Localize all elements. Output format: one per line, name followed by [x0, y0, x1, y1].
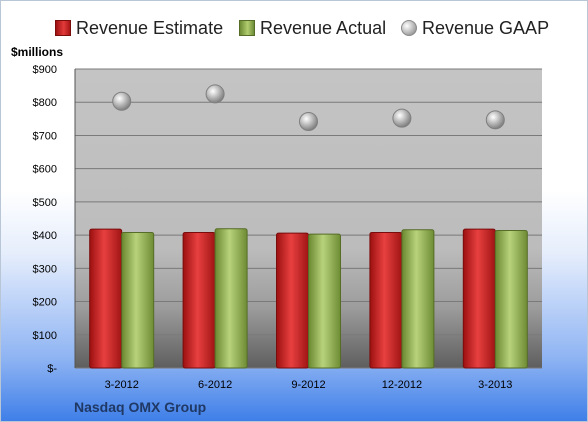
bar-revenue-actual — [494, 229, 528, 369]
bar-revenue-estimate — [182, 231, 216, 369]
y-tick-label: $- — [47, 363, 57, 375]
y-tick-label: $200 — [33, 297, 57, 309]
bar-revenue-actual — [401, 229, 435, 369]
y-tick-label: $800 — [33, 97, 57, 109]
bar-revenue-actual — [308, 233, 341, 369]
y-tick-label: $100 — [33, 330, 57, 342]
y-tick-label: $300 — [33, 263, 57, 275]
x-tick-label: 6-2012 — [198, 379, 232, 391]
legend-item-estimate: Revenue Estimate — [55, 15, 223, 41]
bar-revenue-actual — [121, 231, 155, 369]
bar-revenue-estimate — [276, 232, 309, 369]
legend-swatch-actual — [239, 20, 255, 36]
legend-item-gaap: Revenue GAAP — [401, 15, 549, 41]
bar-revenue-estimate — [89, 228, 123, 369]
y-axis-unit-label: $millions — [11, 45, 64, 59]
x-tick-label: 9-2012 — [291, 379, 325, 391]
legend-swatch-estimate — [55, 20, 71, 36]
y-tick-label: $400 — [33, 230, 57, 242]
legend-label-estimate: Revenue Estimate — [76, 17, 224, 38]
company-name: Nasdaq OMX Group — [74, 399, 207, 415]
point-revenue-gaap — [485, 110, 505, 130]
y-tick-label: $500 — [33, 197, 57, 209]
y-tick-label: $600 — [33, 164, 57, 176]
legend-label-actual: Revenue Actual — [260, 17, 387, 38]
x-tick-label: 3-2012 — [105, 379, 139, 391]
point-revenue-gaap — [205, 84, 225, 104]
point-revenue-gaap — [112, 91, 132, 111]
legend-label-gaap: Revenue GAAP — [422, 17, 550, 38]
bar-revenue-estimate — [369, 231, 403, 369]
chart-legend: Revenue Estimate Revenue Actual Revenue … — [1, 15, 587, 41]
point-revenue-gaap — [392, 108, 412, 128]
x-tick-label: 3-2013 — [478, 379, 512, 391]
y-tick-label: $900 — [33, 64, 57, 76]
bar-revenue-estimate — [462, 228, 496, 369]
y-tick-label: $700 — [33, 130, 57, 142]
x-tick-label: 12-2012 — [382, 379, 422, 391]
point-revenue-gaap — [299, 111, 318, 131]
legend-item-actual: Revenue Actual — [239, 15, 386, 41]
legend-swatch-gaap — [401, 20, 417, 36]
bar-revenue-actual — [214, 228, 248, 369]
